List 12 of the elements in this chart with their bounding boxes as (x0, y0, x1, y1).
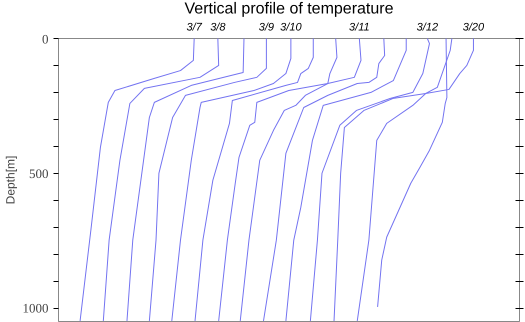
y-tick-label: 500 (29, 166, 48, 181)
chart-title: Vertical profile of temperature (184, 0, 394, 18)
y-tick-label: 1000 (22, 300, 48, 316)
series-label: 3/20 (462, 21, 486, 34)
series-label: 3/8 (210, 21, 226, 34)
series-label: 3/7 (186, 21, 203, 34)
y-tick-label: 0 (42, 32, 48, 46)
series-label: 3/10 (280, 21, 302, 34)
series-label: 3/11 (349, 21, 370, 34)
y-axis-title: Depth[m] (4, 156, 18, 204)
series-label: 3/9 (258, 21, 274, 34)
series-label: 3/12 (416, 21, 438, 34)
